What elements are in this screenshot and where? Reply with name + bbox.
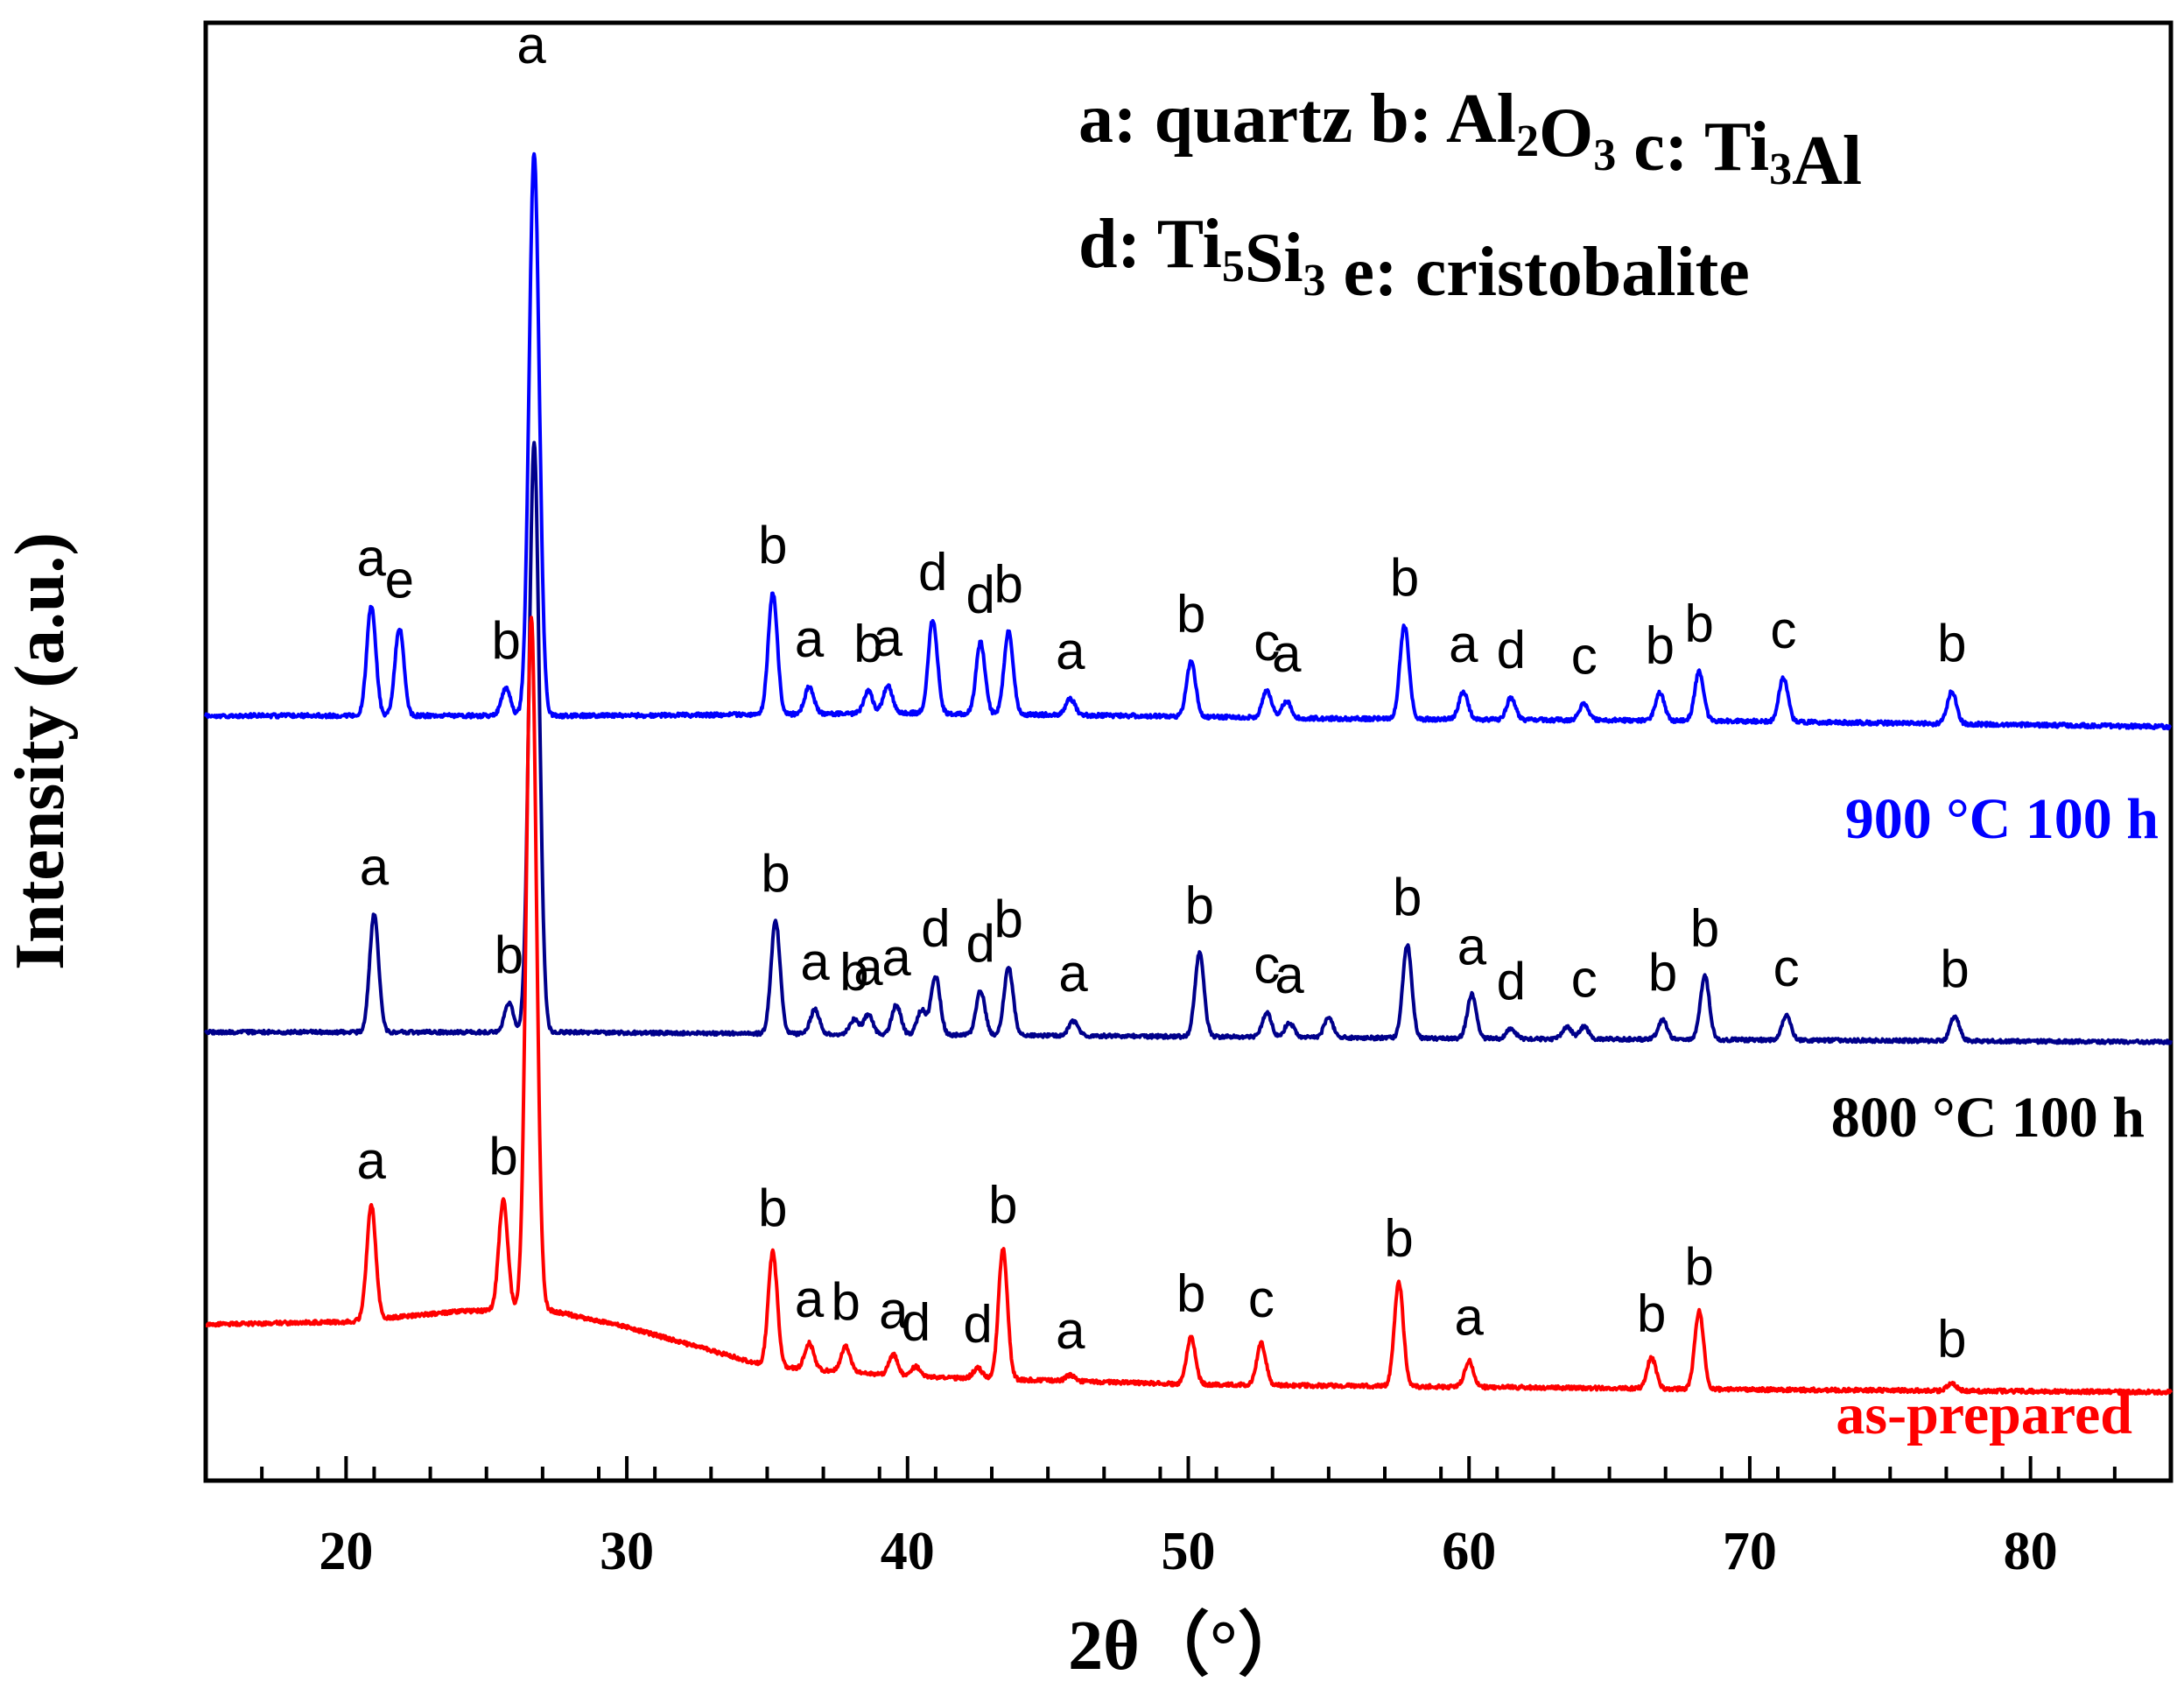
peak-label: a <box>881 928 911 987</box>
peak-label: d <box>1497 952 1526 1010</box>
peak-label: c <box>1248 1270 1275 1328</box>
peak-label: b <box>1384 1208 1413 1267</box>
peak-label: b <box>1176 1264 1205 1323</box>
peak-label: b <box>1937 1310 1966 1369</box>
peak-label: a <box>800 932 830 991</box>
peak-label: b <box>1185 876 1214 935</box>
legend-line-1: a: quartz b: Al2O3 c: Ti3Al <box>1078 81 1862 200</box>
peak-label: a <box>874 609 903 667</box>
peak-label: b <box>994 554 1023 613</box>
peak-label: b <box>1937 614 1966 672</box>
peak-label: c <box>1571 627 1598 686</box>
peak-label: d <box>963 1295 992 1354</box>
peak-label: b <box>1940 940 1969 998</box>
peak-label: a <box>360 837 390 896</box>
peak-label: a <box>1275 946 1304 1004</box>
peak-label: d <box>918 543 947 602</box>
peak-label: a <box>795 609 825 668</box>
x-tick-label: 40 <box>881 1522 935 1581</box>
peak-label: a <box>357 1131 387 1190</box>
peak-label: b <box>1690 899 1719 958</box>
peak-label: a <box>1272 624 1302 683</box>
x-axis-ticks: 20 30 40 50 60 70 80 <box>204 1456 2173 1581</box>
peak-label: b <box>495 925 523 984</box>
series-label-as-prepared: as-prepared <box>1836 1383 2132 1446</box>
peak-label: b <box>758 516 787 574</box>
series-line-800-c-100-h <box>204 440 2173 1045</box>
peak-label: a <box>1449 615 1478 673</box>
peak-label: b <box>758 1179 787 1237</box>
peak-label: a <box>1056 622 1085 680</box>
peak-label: b <box>988 1175 1017 1234</box>
series-layer <box>204 151 2173 1396</box>
peak-label: a <box>1455 1287 1485 1346</box>
peak-label: d <box>902 1293 930 1352</box>
x-tick-label: 30 <box>600 1522 654 1581</box>
peak-label: b <box>1637 1284 1666 1342</box>
peak-label: d <box>1497 621 1526 679</box>
x-tick-label: 20 <box>319 1522 373 1581</box>
peak-label: a <box>879 1281 909 1340</box>
peak-label: b <box>1648 943 1677 1002</box>
peak-label: c <box>1770 601 1796 659</box>
peak-label: c <box>1254 613 1280 672</box>
peak-label: c <box>1254 936 1280 995</box>
peak-label: a <box>853 938 883 996</box>
series-label-900C: 900 °C 100 h <box>1845 787 2159 851</box>
peak-label: b <box>1685 595 1714 653</box>
peak-label: c <box>1571 950 1598 1009</box>
x-axis-label: 2θ（°） <box>1068 1608 1308 1682</box>
y-axis-label: Intensity (a.u.) <box>2 532 79 970</box>
peak-label: b <box>1393 868 1422 926</box>
peak-label: b <box>839 942 868 1001</box>
peak-label: e <box>385 551 414 609</box>
peak-label: b <box>832 1272 860 1331</box>
x-tick-label: 70 <box>1723 1522 1777 1581</box>
peak-label: a <box>516 16 546 74</box>
peak-label: a <box>1056 1301 1085 1360</box>
peak-label: d <box>966 914 995 973</box>
series-label-800C: 800 °C 100 h <box>1831 1086 2145 1150</box>
x-tick-label: 50 <box>1162 1522 1216 1581</box>
peak-label: b <box>492 611 521 670</box>
peak-label: a <box>1457 918 1487 976</box>
peak-label: d <box>921 899 950 958</box>
series-line-900-c-100-h <box>204 151 2173 731</box>
peak-label: c <box>1773 939 1800 997</box>
peak-label: b <box>1685 1237 1714 1296</box>
peak-label: b <box>488 1127 517 1186</box>
peak-label: b <box>1176 585 1205 644</box>
peak-label: b <box>853 615 882 673</box>
peak-label: a <box>357 528 387 587</box>
peak-label: a <box>1058 944 1088 1003</box>
peak-label: b <box>1646 616 1675 675</box>
legend-line-2: d: Ti5Si3 e: cristobalite <box>1078 206 1750 311</box>
peak-label: b <box>994 890 1023 948</box>
x-tick-label: 60 <box>1442 1522 1496 1581</box>
x-tick-label: 80 <box>2004 1522 2058 1581</box>
series-line-as-prepared <box>204 616 2173 1396</box>
peak-label: d <box>966 565 995 623</box>
peak-label: b <box>1390 548 1419 607</box>
peak-label: a <box>795 1270 825 1328</box>
peak-label: b <box>761 844 790 903</box>
